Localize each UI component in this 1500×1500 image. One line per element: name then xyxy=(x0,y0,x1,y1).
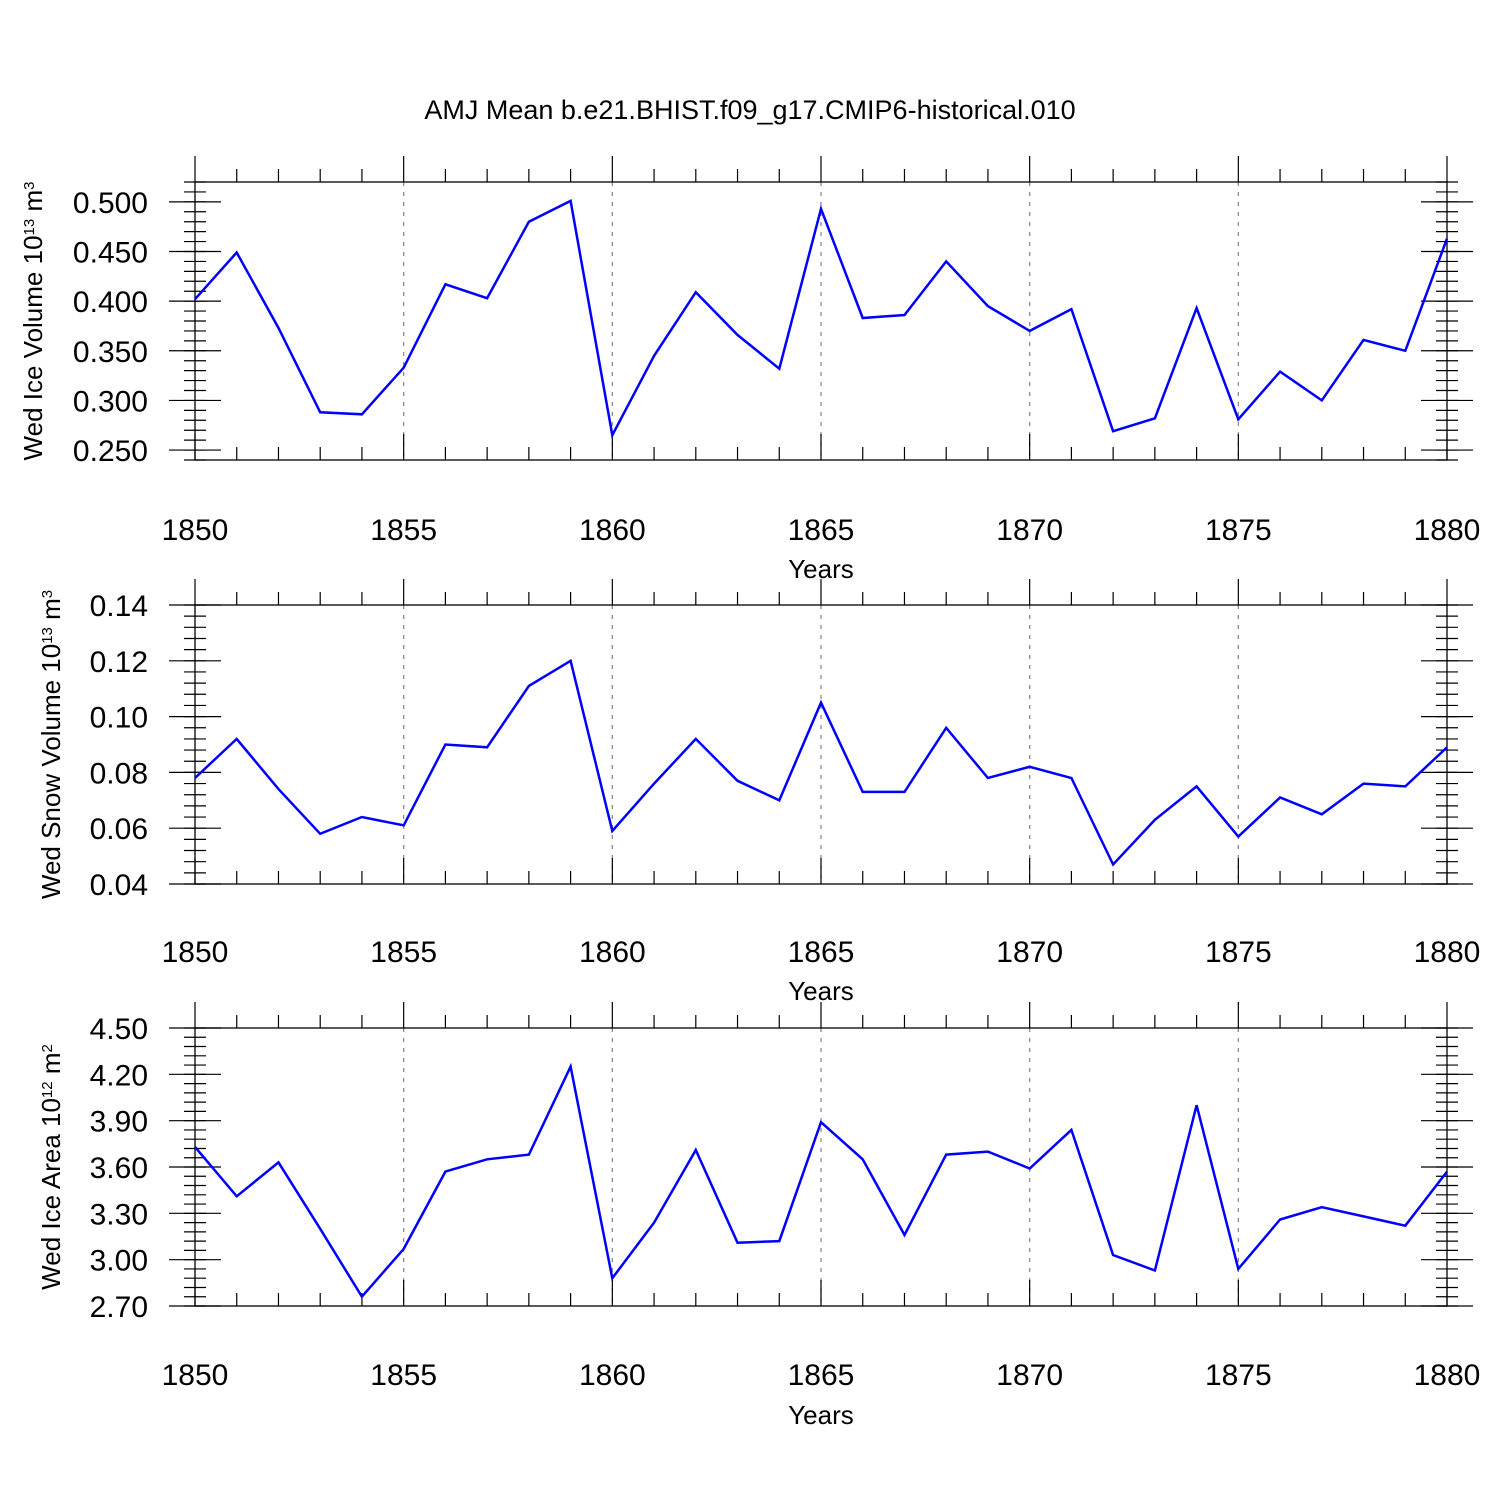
y-tick-label: 0.500 xyxy=(73,187,148,220)
panel-3: 2.70 3.00 3.30 3.60 3.90 4.20 4.50 1850 1855 1860… xyxy=(36,1002,1480,1430)
x-tick-label: 1865 xyxy=(788,514,855,547)
y-tick-label: 4.20 xyxy=(90,1059,148,1092)
y-tick-label: 4.50 xyxy=(90,1013,148,1046)
panel-1: 0.250 0.300 0.350 0.400 0.450 0.500 1850 1855 18… xyxy=(18,156,1480,584)
y-axis-label-part: m xyxy=(36,598,66,627)
y-axis-label-sup: 12 xyxy=(39,1081,56,1098)
x-axis-label: Years xyxy=(788,1400,854,1430)
y-tick-label: 0.450 xyxy=(73,237,148,270)
y-axis-label: Wed Snow Volume 1013 m3 xyxy=(36,590,66,899)
x-tick-label: 1880 xyxy=(1414,514,1481,547)
x-tick-label: 1855 xyxy=(370,514,437,547)
y-axis-label-sup: 3 xyxy=(21,182,38,190)
y-tick-label: 0.300 xyxy=(73,385,148,418)
y-axis-label-part: m xyxy=(36,1053,66,1082)
x-tick-label: 1865 xyxy=(788,1359,855,1392)
y-tick-label: 0.04 xyxy=(90,869,148,902)
y-tick-label: 3.30 xyxy=(90,1198,148,1231)
x-tick-label: 1870 xyxy=(996,1359,1063,1392)
chart-panels: 0.250 0.300 0.350 0.400 0.450 0.500 1850 1855 18… xyxy=(18,156,1480,1430)
chart-title: AMJ Mean b.e21.BHIST.f09_g17.CMIP6-histo… xyxy=(424,95,1075,125)
y-tick-label: 0.350 xyxy=(73,336,148,369)
series-line xyxy=(194,658,1448,867)
x-tick-label: 1875 xyxy=(1205,514,1272,547)
y-tick-label: 3.00 xyxy=(90,1245,148,1278)
x-tick-label: 1850 xyxy=(162,936,229,969)
panel-2: 0.04 0.06 0.08 0.10 0.12 0.14 1850 1855 1860 1865… xyxy=(36,579,1480,1006)
y-axis-label: Wed Ice Area 1012 m2 xyxy=(36,1044,66,1290)
x-tick-label: 1855 xyxy=(370,1359,437,1392)
y-axis-label-sup: 13 xyxy=(21,219,38,236)
y-tick-label: 3.60 xyxy=(90,1152,148,1185)
y-axis-label-part: Wed Ice Volume 10 xyxy=(18,235,48,460)
y-tick-label: 0.08 xyxy=(90,757,148,790)
y-tick-label: 0.14 xyxy=(90,590,148,623)
y-axis-label: Wed Ice Volume 1013 m3 xyxy=(18,182,48,461)
x-tick-label: 1860 xyxy=(579,514,646,547)
x-tick-label: 1870 xyxy=(996,936,1063,969)
x-tick-label: 1875 xyxy=(1205,1359,1272,1392)
y-axis-label-part: Wed Snow Volume 10 xyxy=(36,644,66,899)
x-tick-label: 1850 xyxy=(162,1359,229,1392)
y-axis-label-sup: 13 xyxy=(39,627,56,644)
x-tick-label: 1875 xyxy=(1205,936,1272,969)
x-tick-label: 1870 xyxy=(996,514,1063,547)
y-axis-label-sup: 3 xyxy=(39,590,56,598)
x-tick-label: 1865 xyxy=(788,936,855,969)
x-tick-label: 1855 xyxy=(370,936,437,969)
x-axis-label: Years xyxy=(788,976,854,1006)
series-line xyxy=(194,1062,1448,1299)
x-tick-label: 1880 xyxy=(1414,936,1481,969)
series-line xyxy=(194,199,1449,440)
y-axis-label-sup: 2 xyxy=(39,1044,56,1052)
x-tick-label: 1850 xyxy=(162,514,229,547)
y-tick-label: 2.70 xyxy=(90,1291,148,1324)
y-tick-label: 3.90 xyxy=(90,1106,148,1139)
y-tick-label: 0.06 xyxy=(90,813,148,846)
y-tick-label: 0.250 xyxy=(73,435,148,468)
x-tick-label: 1860 xyxy=(579,936,646,969)
y-tick-label: 0.400 xyxy=(73,286,148,319)
x-tick-label: 1880 xyxy=(1414,1359,1481,1392)
x-tick-label: 1860 xyxy=(579,1359,646,1392)
y-axis-label-part: Wed Ice Area 10 xyxy=(36,1098,66,1290)
y-tick-label: 0.12 xyxy=(90,646,148,679)
y-axis-label-part: m xyxy=(18,190,48,219)
y-tick-label: 0.10 xyxy=(90,702,148,735)
